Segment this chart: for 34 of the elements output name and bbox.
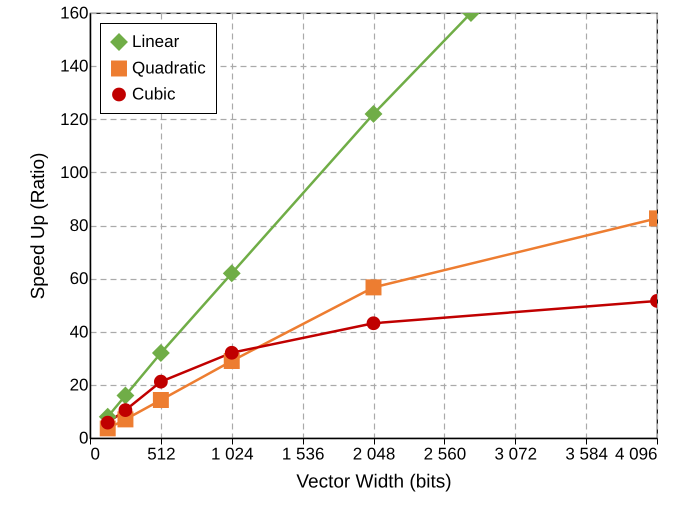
y-tick-label: 0 [79, 428, 88, 448]
y-tick-label: 40 [70, 322, 88, 342]
y-tick-label: 80 [70, 216, 88, 235]
x-tick-label: 4 096 [614, 444, 658, 464]
x-tick-label: 512 [147, 444, 176, 464]
y-tick-label: 20 [70, 375, 88, 394]
point [366, 279, 382, 296]
y-tick-label: 160 [60, 4, 88, 22]
point [100, 416, 115, 430]
x-tick-label: 3 584 [565, 444, 608, 464]
point [116, 386, 134, 404]
point [152, 392, 169, 408]
y-tick-label: 100 [60, 162, 88, 182]
y-tick-label: 120 [60, 110, 88, 129]
y-axis-title: Speed Up (Ratio) [28, 152, 50, 300]
x-tick-label: 0 [90, 444, 100, 464]
point [364, 104, 382, 123]
point [366, 316, 380, 330]
point [224, 346, 239, 360]
point [118, 403, 132, 417]
x-tick-label: 2 048 [352, 444, 396, 464]
point [152, 344, 170, 362]
legend-label: Quadratic [132, 58, 206, 78]
x-axis-title: Vector Width (bits) [296, 472, 452, 492]
y-tick-label: 140 [60, 56, 88, 76]
point [154, 374, 168, 389]
legend-label: Linear [132, 32, 180, 51]
point [222, 264, 241, 282]
legend-label: Cubic [132, 84, 176, 104]
x-tick-label: 1 024 [210, 444, 254, 464]
x-tick-label: 3 072 [494, 444, 538, 464]
x-tick-label: 2 560 [424, 444, 466, 464]
y-tick-label: 60 [70, 269, 88, 288]
x-tick-label: 1 536 [282, 444, 324, 464]
